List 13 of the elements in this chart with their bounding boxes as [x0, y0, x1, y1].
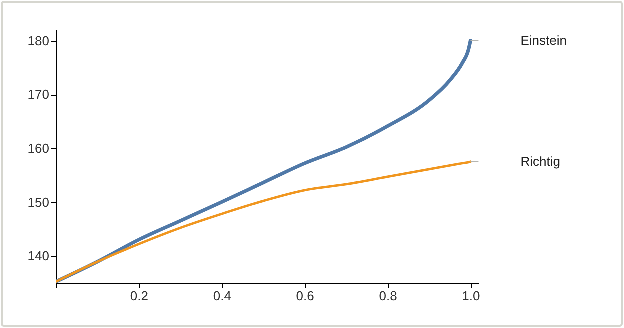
y-tick-label: 170 [28, 87, 50, 102]
y-tick-label: 150 [28, 194, 50, 210]
y-tick-label: 140 [28, 248, 50, 264]
x-tick-label: 0.4 [213, 288, 232, 304]
x-tick-label: 0.2 [130, 288, 148, 304]
y-tick-label: 160 [28, 140, 50, 156]
text: Einstein [520, 32, 567, 48]
x-tick-label: 0.8 [379, 288, 398, 304]
x-tick-label: 0.6 [296, 288, 314, 304]
x-tick-label: 1.0 [462, 288, 480, 304]
line-series [56, 160, 472, 283]
text: Richtig [520, 154, 560, 169]
y-tick-label: 180 [28, 33, 50, 48]
